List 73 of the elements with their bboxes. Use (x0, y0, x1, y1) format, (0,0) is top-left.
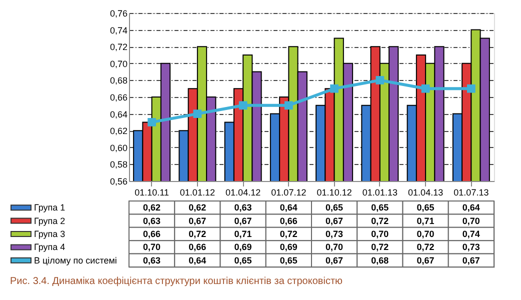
y-tick-label: 0,68 (110, 76, 128, 86)
y-tick-label: 0,72 (110, 42, 128, 52)
data-label: 0,64 (280, 202, 298, 213)
x-tick-label: 01.01.13 (362, 188, 398, 198)
text: Рис. 3.4. Динаміка коефіцієнта структури коштів клієнтів за строковістю (10, 276, 344, 287)
data-label: 0,73 (462, 242, 480, 252)
data-label: 0,64 (188, 255, 206, 266)
data-label: 0,70 (143, 242, 161, 252)
data-label: 0,65 (416, 202, 434, 213)
legend-label: Група 3 (34, 229, 66, 239)
y-tick-label: 0,76 (110, 8, 128, 18)
x-tick-label: 01.10.12 (316, 188, 352, 198)
x-tick-label: 01.04.12 (226, 188, 261, 198)
data-label: 0,72 (280, 229, 298, 239)
x-tick-label: 01.10.11 (134, 188, 169, 198)
y-tick-label: 0,62 (110, 126, 128, 136)
data-label: 0,67 (462, 255, 480, 266)
y-tick-label: 0,64 (110, 109, 128, 120)
x-tick-label: 01.07.12 (271, 188, 306, 198)
data-label: 0,72 (188, 229, 206, 239)
data-label: 0,70 (326, 242, 344, 252)
data-label: 0,70 (416, 229, 434, 239)
legend-label: Група 4 (34, 242, 66, 252)
data-label: 0,67 (188, 216, 206, 226)
data-label: 0,65 (280, 255, 298, 266)
data-label: 0,65 (234, 255, 252, 266)
data-label: 0,68 (371, 255, 389, 266)
data-label: 0,65 (326, 202, 344, 213)
data-label: 0,67 (326, 255, 344, 266)
y-tick-label: 0,56 (110, 176, 128, 186)
data-label: 0,66 (280, 216, 298, 226)
y-tick-label: 0,60 (110, 142, 128, 153)
point (148, 118, 156, 126)
y-tick-label: 0,74 (110, 25, 128, 36)
data-label: 0,72 (371, 242, 389, 252)
y-tick-label: 0,58 (110, 160, 128, 170)
y-tick-label: 0,66 (110, 92, 128, 102)
legend-label: В цілому по системі (34, 255, 117, 266)
data-label: 0,72 (371, 216, 389, 226)
data-label: 0,63 (234, 202, 252, 213)
x-tick-label: 01.01.12 (180, 188, 215, 198)
data-label: 0,63 (143, 255, 161, 266)
y-tick-label: 0,70 (110, 58, 128, 69)
x-tick-label: 01.04.13 (408, 188, 444, 198)
data-label: 0,62 (143, 202, 161, 213)
data-label: 0,69 (280, 242, 298, 252)
legend-label: Група 2 (34, 216, 66, 226)
legend-label: Група 1 (34, 202, 66, 213)
data-label: 0,70 (371, 229, 389, 239)
data-label: 0,63 (143, 216, 161, 226)
data-label: 0,71 (416, 216, 434, 226)
data-label: 0,71 (234, 229, 252, 239)
data-label: 0,66 (188, 242, 206, 252)
data-label: 0,67 (326, 216, 344, 226)
data-label: 0,67 (416, 255, 434, 266)
data-label: 0,74 (462, 229, 480, 239)
data-label: 0,67 (234, 216, 252, 226)
x-tick-label: 01.07.13 (454, 188, 489, 198)
data-label: 0,64 (462, 202, 480, 213)
data-label: 0,70 (462, 216, 480, 226)
point (421, 84, 430, 93)
point (284, 101, 293, 110)
point (467, 84, 476, 93)
data-label: 0,66 (143, 229, 161, 239)
point (330, 84, 338, 93)
data-label: 0,65 (371, 202, 389, 213)
data-label: 0,73 (326, 229, 344, 239)
point (376, 76, 384, 84)
point (193, 110, 202, 118)
data-label: 0,62 (188, 202, 206, 213)
data-label: 0,72 (416, 242, 434, 252)
data-label: 0,69 (234, 242, 252, 252)
point (238, 101, 248, 110)
